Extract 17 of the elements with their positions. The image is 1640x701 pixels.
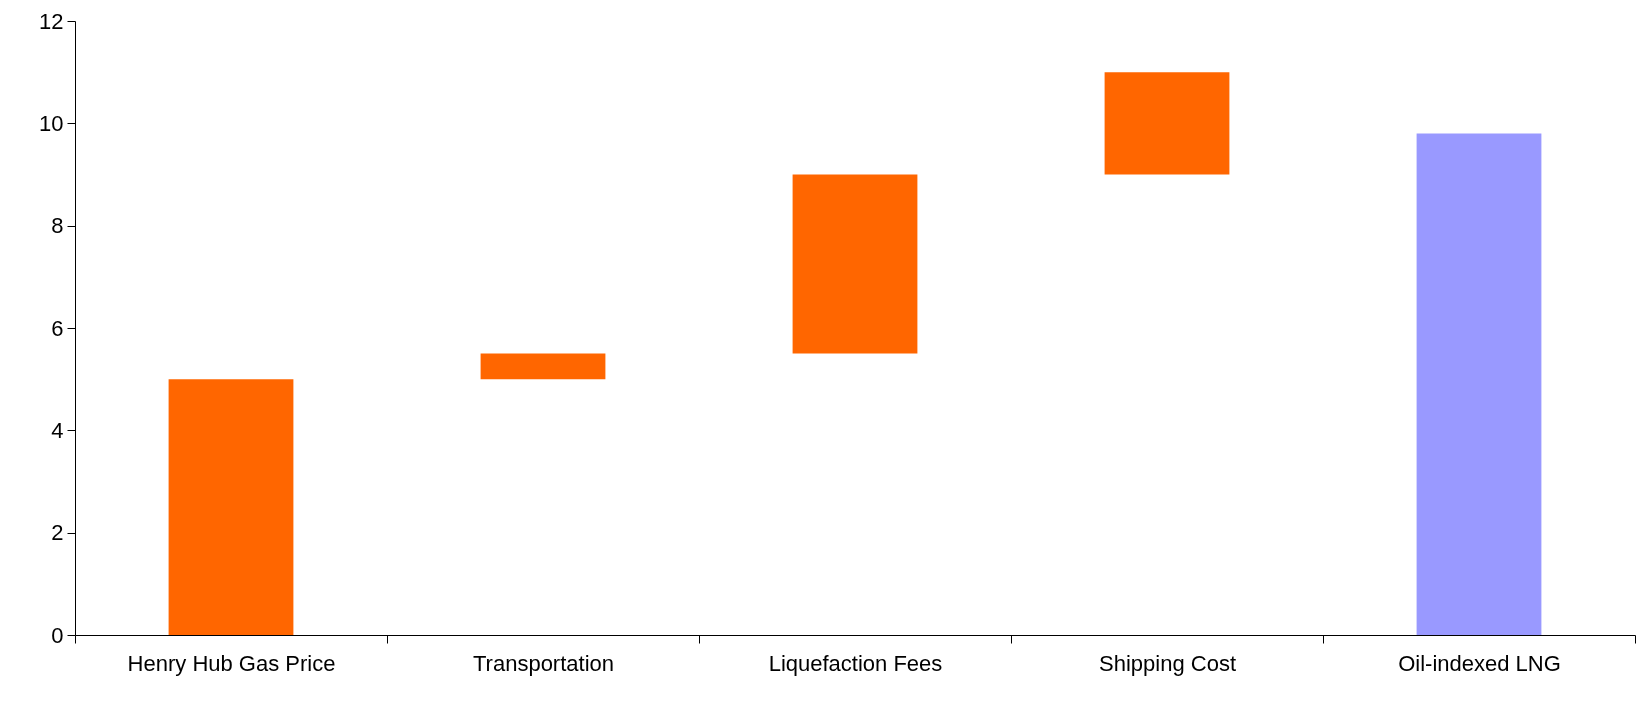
y-tick-label: 6: [51, 315, 64, 341]
bar: [1416, 133, 1542, 635]
bar: [792, 174, 918, 354]
x-tick-label: Liquefaction Fees: [768, 650, 943, 676]
y-tick-label: 12: [39, 8, 64, 34]
y-tick-label: 8: [51, 213, 64, 239]
bar: [168, 379, 294, 635]
bar: [480, 353, 606, 380]
x-tick-label: Transportation: [472, 650, 615, 676]
x-tick-label: Oil-indexed LNG: [1398, 650, 1561, 676]
y-tick-label: 2: [51, 520, 64, 546]
y-tick-label: 0: [51, 622, 64, 648]
bar: [1104, 72, 1230, 175]
x-tick-label: Shipping Cost: [1099, 650, 1236, 676]
y-tick-label: 4: [51, 417, 64, 443]
x-tick-label: Henry Hub Gas Price: [127, 650, 336, 676]
y-tick-label: 10: [39, 110, 64, 136]
